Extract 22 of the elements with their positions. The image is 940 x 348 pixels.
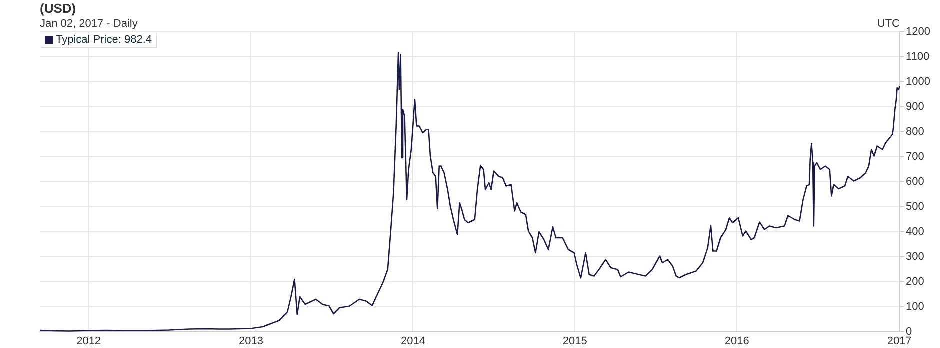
x-tick-label: 2017 <box>887 336 912 348</box>
x-tick-label: 2015 <box>562 336 588 348</box>
y-tick-label: 900 <box>906 101 924 114</box>
y-tick-label: 300 <box>906 251 924 264</box>
y-tick-label: 1000 <box>906 76 930 88</box>
legend-label: Typical Price: 982.4 <box>56 34 152 46</box>
y-tick-label: 1100 <box>906 51 930 64</box>
chart-subtitle: Jan 02, 2017 - Daily <box>40 18 138 30</box>
chart-title: (USD) <box>40 1 76 16</box>
y-tick-label: 400 <box>906 226 924 238</box>
y-tick-label: 100 <box>906 301 924 314</box>
y-tick-label: 500 <box>906 201 924 214</box>
y-tick-label: 200 <box>906 276 924 288</box>
x-tick-label: 2013 <box>238 336 264 348</box>
text: UTC <box>877 18 900 30</box>
x-tick-label: 2016 <box>724 336 750 348</box>
y-tick-label: 600 <box>906 176 924 188</box>
y-tick-label: 700 <box>906 151 924 164</box>
y-tick-label: 1200 <box>906 26 930 38</box>
x-tick-label: 2012 <box>76 336 102 348</box>
y-tick-label: 800 <box>906 126 924 138</box>
x-tick-label: 2014 <box>400 336 426 348</box>
